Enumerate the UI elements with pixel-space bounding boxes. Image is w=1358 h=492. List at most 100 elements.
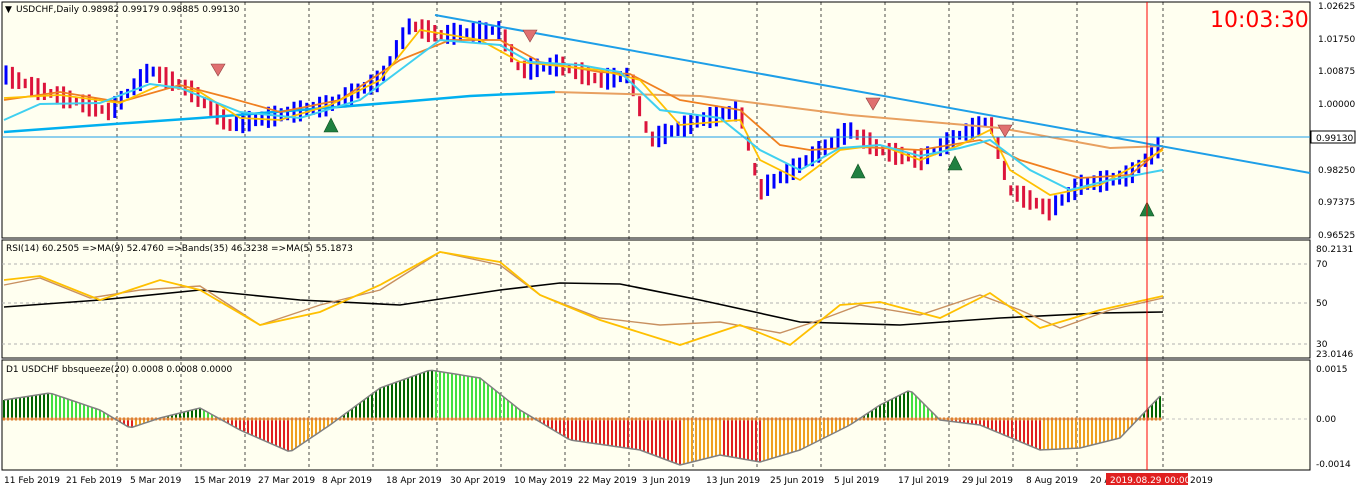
squeeze-dot — [50, 417, 54, 421]
squeeze-dot — [718, 417, 722, 421]
time-label: 20 A — [1090, 476, 1111, 486]
squeeze-dot — [846, 417, 850, 421]
squeeze-dot — [1046, 417, 1050, 421]
squeeze-dot — [890, 417, 894, 421]
price-bar — [484, 22, 488, 40]
squeeze-dot — [1094, 417, 1098, 421]
squeeze-dot — [690, 417, 694, 421]
price-bar — [830, 137, 834, 149]
squeeze-dot — [98, 417, 102, 421]
price-bar — [394, 40, 398, 60]
squeeze-dot — [1154, 417, 1158, 421]
squeeze-dot — [590, 417, 594, 421]
squeeze-dot — [930, 417, 934, 421]
squeeze-dot — [954, 417, 958, 421]
squeeze-dot — [210, 417, 214, 421]
price-bar — [407, 18, 411, 35]
price-bar — [593, 72, 597, 84]
price-bar — [618, 71, 622, 83]
squeeze-dot — [486, 417, 490, 421]
squeeze-dot — [926, 417, 930, 421]
squeeze-dot — [986, 417, 990, 421]
squeeze-dot — [958, 417, 962, 421]
price-bar — [151, 66, 155, 77]
squeeze-dot — [86, 417, 90, 421]
squeeze-dot — [346, 417, 350, 421]
price-bar — [964, 123, 968, 141]
price-label: 1.00000 — [1318, 100, 1355, 110]
squeeze-dot — [82, 417, 86, 421]
rsi-axis-label: 23.0146 — [1316, 350, 1353, 360]
price-bar — [599, 71, 603, 88]
squeeze-dot — [130, 417, 134, 421]
squeeze-dot — [650, 417, 654, 421]
price-bar — [753, 162, 757, 176]
squeeze-dot — [482, 417, 486, 421]
squeeze-dot — [642, 417, 646, 421]
price-bar — [1156, 137, 1160, 159]
buy-arrow-icon — [947, 155, 963, 171]
time-axis[interactable]: 11 Feb 2019 21 Feb 2019 5 Mar 2019 15 Mar 2… — [4, 476, 1111, 486]
trendline[interactable] — [434, 14, 1311, 174]
rsi-panel[interactable] — [1, 239, 1311, 359]
squeeze-dot — [10, 417, 14, 421]
squeeze-dot — [526, 417, 530, 421]
price-bar — [17, 72, 21, 90]
squeeze-dot — [174, 417, 178, 421]
squeeze-dot — [54, 417, 58, 421]
squeeze-dot — [702, 417, 706, 421]
price-bar — [791, 158, 795, 181]
squeeze-dot — [2, 417, 6, 421]
squeeze-dot — [190, 417, 194, 421]
squeeze-dot — [354, 417, 358, 421]
squeeze-dot — [542, 417, 546, 421]
squeeze-dot — [194, 417, 198, 421]
chart-menu-arrow-icon[interactable]: ▼ — [5, 5, 12, 15]
squeeze-histogram — [2, 369, 1162, 466]
time-label: 8 Apr 2019 — [322, 476, 372, 486]
price-bar — [958, 130, 962, 140]
rsi-axis-label: 30 — [1316, 340, 1328, 350]
squeeze-dot — [1142, 417, 1146, 421]
price-bar — [241, 111, 245, 134]
squeeze-dot — [766, 417, 770, 421]
squeeze-dot — [106, 417, 110, 421]
squeeze-dot — [806, 417, 810, 421]
squeeze-dot — [1114, 417, 1118, 421]
cursor-time-label: 2019.08.29 00:00 — [1110, 476, 1191, 486]
squeeze-dot — [678, 417, 682, 421]
bbs-axis-label: -0.0014 — [1316, 460, 1351, 470]
squeeze-dot — [450, 417, 454, 421]
squeeze-dot — [674, 417, 678, 421]
squeeze-dot — [538, 417, 542, 421]
time-label: 11 Feb 2019 — [4, 476, 60, 486]
squeeze-dot — [814, 417, 818, 421]
squeeze-dot — [950, 417, 954, 421]
squeeze-dot — [102, 417, 106, 421]
squeeze-dot — [182, 417, 186, 421]
squeeze-dot — [410, 417, 414, 421]
price-bar — [894, 142, 898, 165]
ma-fast-line — [3, 38, 1164, 192]
price-bar — [727, 106, 731, 120]
squeeze-dot — [330, 417, 334, 421]
time-label: 5 Mar 2019 — [130, 476, 182, 486]
squeeze-dot — [874, 417, 878, 421]
squeeze-dot — [514, 417, 518, 421]
time-label: 17 Jul 2019 — [898, 476, 949, 486]
rsi-bands-line — [3, 282, 1164, 326]
squeeze-dot — [458, 417, 462, 421]
squeeze-dot — [914, 417, 918, 421]
price-bar — [586, 66, 590, 86]
main-chart-panel[interactable] — [1, 1, 1311, 239]
squeeze-dot — [342, 417, 346, 421]
squeeze-dot — [934, 417, 938, 421]
squeeze-dot — [166, 417, 170, 421]
price-axis[interactable]: 1.02625 1.01750 1.00875 1.00000 0.98250 … — [1310, 2, 1356, 241]
price-bar — [318, 96, 322, 118]
bbs-axis-label: 0.0015 — [1316, 365, 1348, 375]
price-bar — [62, 86, 66, 109]
price-bar — [1028, 190, 1032, 210]
squeeze-dot — [254, 417, 258, 421]
